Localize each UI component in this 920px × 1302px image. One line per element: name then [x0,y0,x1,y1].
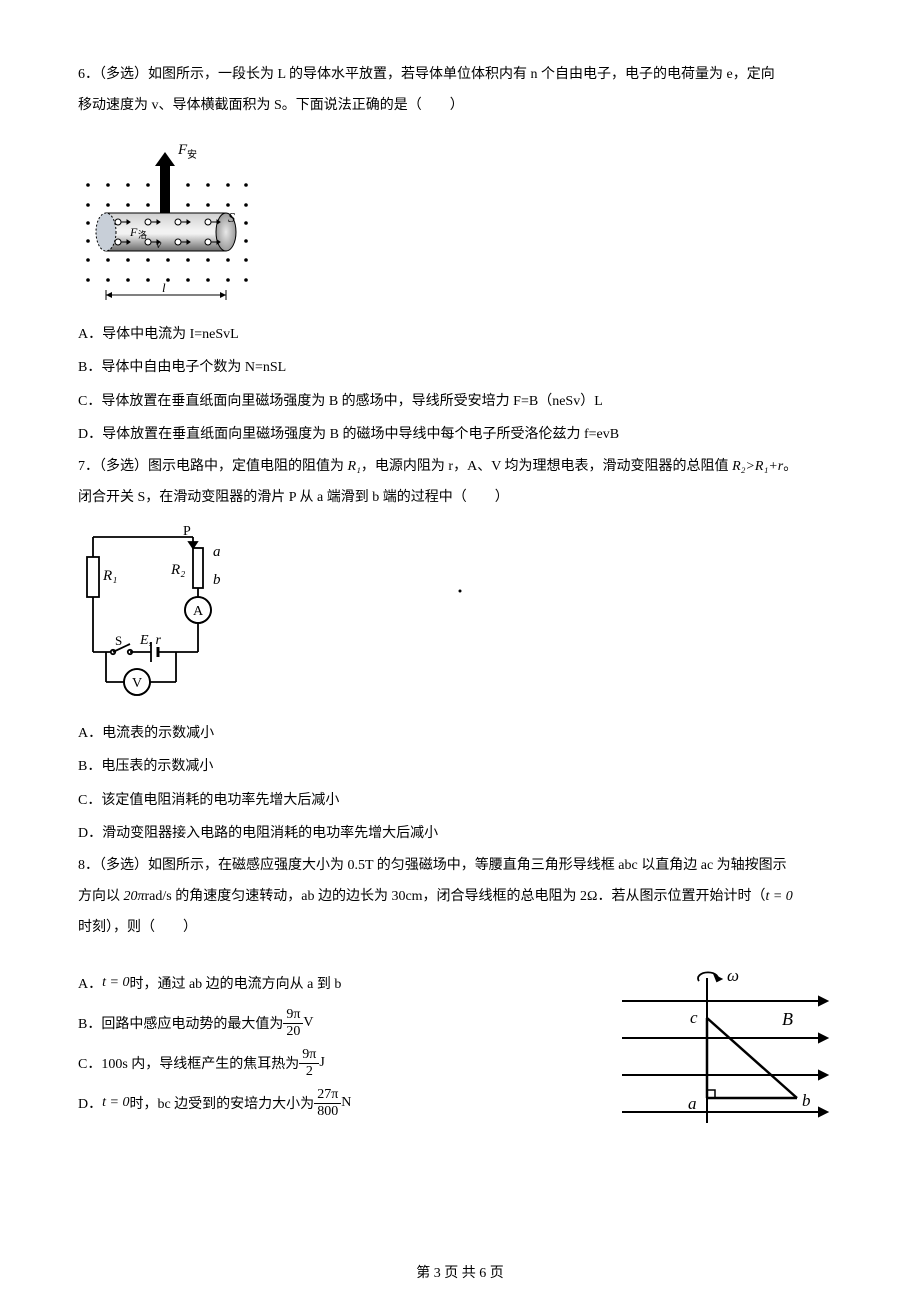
svg-text:b: b [802,1091,811,1110]
svg-text:ω: ω [727,966,739,985]
q8-stem-line2: 方向以 20πrad/s 的角速度匀速转动，ab 边的边长为 30cm，闭合导线… [78,882,842,913]
svg-text:B: B [782,1009,793,1029]
page-footer: 第 3 页 共 6 页 [0,1262,920,1282]
q8-stem-line3: 时刻），则（ ） [78,913,842,944]
q6-figure: F 安 F 洛 v S l [78,130,842,310]
q8-opt-c: C．100s 内，导线框产生的焦耳热为 9π2 J [78,1043,592,1083]
svg-text:a: a [213,544,221,560]
q6-stem-line2: 移动速度为 v、导体横截面积为 S。下面说法正确的是（ ） [78,91,842,122]
q7-stem-line1: 7．（多选）图示电路中，定值电阻的阻值为 R₁，电源内阻为 r，A、V 均为理想… [78,452,842,483]
q7-opt-c: C．该定值电阻消耗的电功率先增大后减小 [78,784,842,818]
q7-stem-line2: 闭合开关 S，在滑动变阻器的滑片 P 从 a 端滑到 b 端的过程中（ ） [78,483,842,514]
svg-text:S: S [115,633,122,648]
svg-text:A: A [193,604,204,619]
svg-text:l: l [162,280,166,295]
svg-text:b: b [213,572,221,588]
q7-figure: R₁ R₂ P a b A V S E, r [78,522,842,709]
svg-text:R₂: R₂ [170,562,185,578]
q8-opt-b: B．回路中感应电动势的最大值为 9π20 V [78,1003,592,1043]
q7-opt-d: D．滑动变阻器接入电路的电阻消耗的电功率先增大后减小 [78,817,842,851]
svg-text:F: F [129,225,138,239]
svg-text:洛: 洛 [138,229,147,240]
q6-opt-c: C．导体放置在垂直纸面向里磁场强度为 B 的感场中，导线所受安培力 F=B（ne… [78,385,842,419]
svg-text:P: P [183,524,191,539]
svg-text:R₁: R₁ [102,568,117,584]
q7-opt-a: A．电流表的示数减小 [78,717,842,751]
svg-text:E, r: E, r [139,633,162,648]
center-mark-icon [459,590,462,593]
q8-figure: ω B c a b [612,963,842,1138]
q8-stem-line1: 8．（多选）如图所示，在磁感应强度大小为 0.5T 的匀强磁场中，等腰直角三角形… [78,851,842,882]
q8-opt-a: A．t = 0时，通过 ab 边的电流方向从 a 到 b [78,963,592,1003]
q6-opt-b: B．导体中自由电子个数为 N=nSL [78,351,842,385]
q6-stem-line1: 6．（多选）如图所示，一段长为 L 的导体水平放置，若导体单位体积内有 n 个自… [78,60,842,91]
q6-opt-a: A．导体中电流为 I=neSvL [78,318,842,352]
svg-text:V: V [132,676,142,691]
q8-opt-d: D．t = 0时，bc 边受到的安培力大小为 27π800 N [78,1083,592,1123]
svg-text:v: v [156,237,162,251]
svg-text:c: c [690,1008,698,1027]
svg-text:a: a [688,1094,697,1113]
q6-opt-d: D．导体放置在垂直纸面向里磁场强度为 B 的磁场中导线中每个电子所受洛伦兹力 f… [78,418,842,452]
q7-opt-b: B．电压表的示数减小 [78,750,842,784]
svg-text:S: S [228,211,235,226]
svg-text:安: 安 [187,148,197,161]
